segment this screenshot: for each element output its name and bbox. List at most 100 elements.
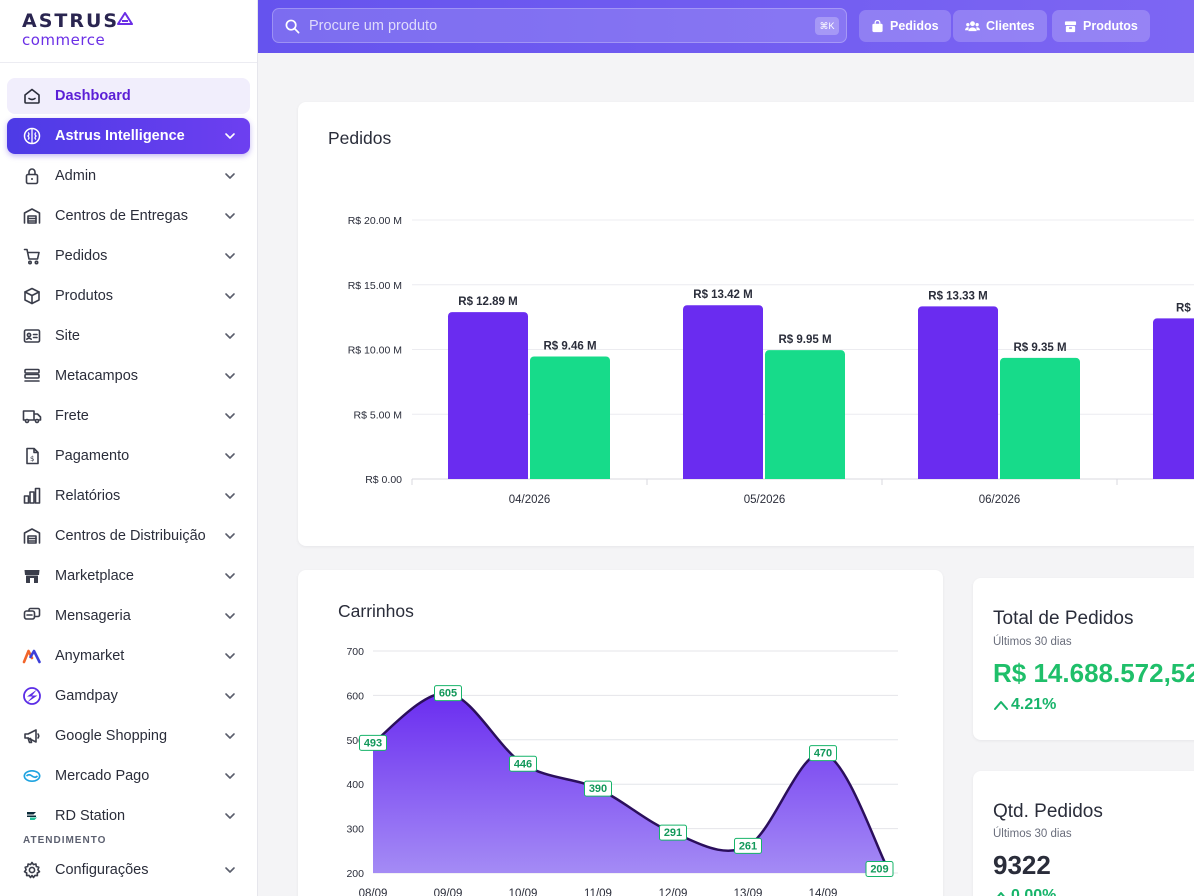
chevron-down-icon (225, 293, 235, 299)
bar-data-label: R$ 13.33 M (928, 290, 987, 302)
products-button[interactable]: Produtos (1052, 10, 1150, 42)
bar-data-label: R$ 9.95 M (778, 334, 831, 346)
sidebar-item-frete[interactable]: Frete (7, 398, 250, 434)
store-icon (22, 566, 42, 586)
home-icon (22, 86, 42, 106)
chevron-down-icon (225, 133, 235, 139)
sidebar-item-pagamento[interactable]: $ Pagamento (7, 438, 250, 474)
sidebar-item-produtos[interactable]: Produtos (7, 278, 250, 314)
chevron-down-icon (225, 173, 235, 179)
sidebar-item-metacampos[interactable]: Metacampos (7, 358, 250, 394)
brand-logo[interactable]: ASTRUS commerce (22, 10, 152, 50)
sidebar-item-label: Site (55, 328, 80, 344)
bar-data-label: R$ 9.46 M (543, 340, 596, 352)
sidebar-item-pedidos[interactable]: Pedidos (7, 238, 250, 274)
sidebar-item-centros-de-entregas[interactable]: Centros de Entregas (7, 198, 250, 234)
truck-icon (22, 406, 42, 426)
sidebar-item-gamdpay[interactable]: Gamdpay (7, 678, 250, 714)
bar-data-label: R$ 12.89 M (458, 296, 517, 308)
messages-icon (22, 606, 42, 626)
chevron-down-icon (225, 453, 235, 459)
sidebar-item-label: Marketplace (55, 568, 134, 584)
total-orders-card: Total de Pedidos Últimos 30 dias R$ 14.6… (973, 578, 1194, 740)
bar-data-label: R$ 13.42 M (693, 289, 752, 301)
brand-mark-icon (117, 12, 133, 25)
box-icon (1064, 20, 1077, 32)
sidebar-item-astrus-intelligence[interactable]: Astrus Intelligence (7, 118, 250, 154)
sidebar-item-mercado-pago[interactable]: Mercado Pago (7, 758, 250, 794)
bar-data-label: R$ 9.35 M (1013, 342, 1066, 354)
sidebar-item-configura-es[interactable]: Configurações (7, 852, 250, 888)
y-tick-label: R$ 0.00 (365, 474, 402, 486)
sidebar-divider (0, 62, 257, 63)
y-tick-label: R$ 10.00 M (348, 345, 402, 357)
megaphone-icon (22, 726, 42, 746)
y-tick-label: 600 (346, 690, 364, 702)
sidebar-item-anymarket[interactable]: Anymarket (7, 638, 250, 674)
point-data-label: 493 (364, 737, 382, 749)
bar (448, 312, 528, 479)
gear-icon (22, 860, 42, 880)
bar (765, 350, 845, 479)
search-input[interactable] (309, 9, 789, 42)
sidebar-item-label: Google Shopping (55, 728, 168, 744)
y-tick-label: 400 (346, 779, 364, 791)
mercadopago-logo-icon (22, 766, 42, 786)
x-tick-label: 13/09 (734, 888, 763, 896)
chevron-down-icon (225, 813, 235, 819)
orders-bar-chart: R$ 0.00 R$ 5.00 M R$ 10.00 M R$ 15.00 M R$ 2… (348, 215, 1194, 506)
sidebar-item-label: Gamdpay (55, 688, 118, 704)
chevron-down-icon (225, 373, 235, 379)
orders-button[interactable]: Pedidos (859, 10, 951, 42)
svg-text:$: $ (30, 455, 34, 463)
gamdpay-logo-icon (22, 686, 42, 706)
sidebar-item-rd-station[interactable]: RD Station (7, 798, 250, 834)
sidebar-item-admin[interactable]: Admin (7, 158, 250, 194)
sidebar-item-google-shopping[interactable]: Google Shopping (7, 718, 250, 754)
customers-button[interactable]: Clientes (953, 10, 1047, 42)
orders-count-value: 9322 (993, 850, 1051, 880)
invoice-icon: $ (22, 446, 42, 466)
chevron-down-icon (225, 413, 235, 419)
sidebar-item-label: Pagamento (55, 448, 130, 464)
search-shortcut-badge: ⌘K (815, 17, 839, 35)
bag-icon (872, 19, 883, 32)
bar (683, 305, 763, 479)
sidebar-item-relat-rios[interactable]: Relatórios (7, 478, 250, 514)
sidebar-item-site[interactable]: Site (7, 318, 250, 354)
carts-area-chart: 2003004005006007004936054463902912614702… (346, 646, 898, 896)
point-label-box (734, 837, 762, 854)
chevron-down-icon (225, 733, 235, 739)
bar (530, 356, 610, 479)
point-data-label: 291 (664, 827, 682, 839)
y-tick-label: 200 (346, 868, 364, 880)
point-label-box (359, 734, 387, 751)
products-button-label: Produtos (1083, 19, 1138, 33)
sidebar-item-label: Pedidos (55, 248, 108, 264)
y-tick-label: 700 (346, 646, 364, 658)
sidebar-item-mensageria[interactable]: Mensageria (7, 598, 250, 634)
bar-chart-icon (22, 486, 42, 506)
orders-button-label: Pedidos (890, 19, 939, 33)
sidebar-item-label: Centros de Distribuição (55, 528, 206, 544)
x-tick-label: 10/09 (509, 888, 538, 896)
sidebar-item-label: Produtos (55, 288, 114, 304)
topbar: ⌘K Pedidos Clientes Produtos (258, 0, 1194, 53)
point-label-box (509, 755, 537, 772)
chevron-down-icon (225, 653, 235, 659)
sidebar-item-marketplace[interactable]: Marketplace (7, 558, 250, 594)
y-tick-label: R$ 5.00 M (354, 409, 402, 421)
point-label-box (434, 685, 462, 702)
anymarket-logo-icon (22, 646, 42, 666)
sidebar-item-dashboard[interactable]: Dashboard (7, 78, 250, 114)
y-tick-label: R$ 20.00 M (348, 215, 402, 227)
sidebar-nav: Dashboard Astrus Intelligence Admin Cent… (7, 78, 250, 892)
sidebar: ASTRUS commerce Dashboard Astrus Intelli… (0, 0, 258, 896)
sidebar-item-centros-de-distribui-o[interactable]: Centros de Distribuição (7, 518, 250, 554)
orders-count-card: Qtd. Pedidos Últimos 30 dias 9322 0.00% (973, 771, 1194, 896)
total-orders-subtitle: Últimos 30 dias (993, 636, 1072, 648)
search-box[interactable]: ⌘K (272, 8, 847, 43)
sidebar-item-label: Anymarket (55, 648, 125, 664)
point-label-box (584, 780, 612, 797)
x-tick-label: 09/09 (434, 888, 463, 896)
